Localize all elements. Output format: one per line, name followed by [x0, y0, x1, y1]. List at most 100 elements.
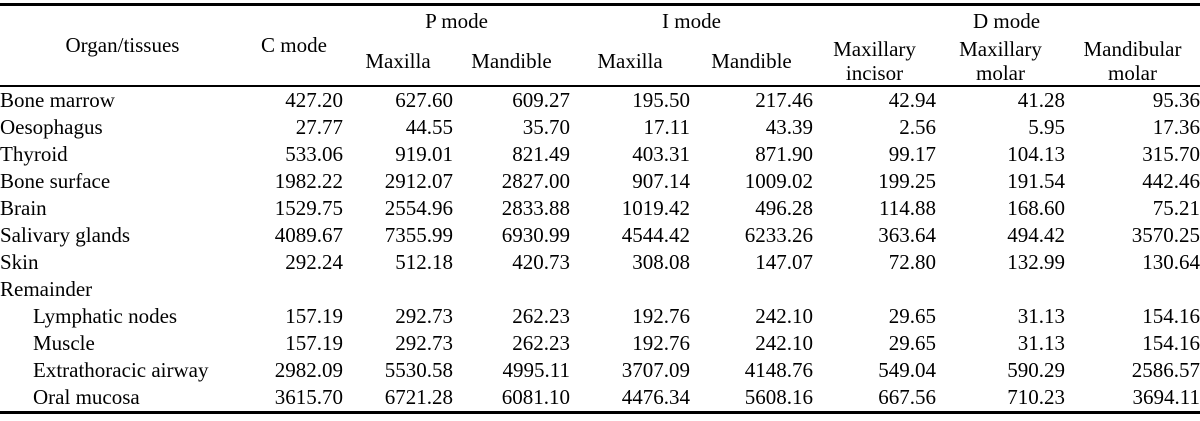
value-cell: 31.13 [1017, 304, 1065, 328]
value-cell: 5.95 [1028, 115, 1065, 139]
value-cell: 17.11 [643, 115, 690, 139]
value-cell: 2554.96 [384, 196, 453, 220]
col-header-c-mode: C mode [245, 4, 343, 87]
value-cell: 4089.67 [274, 223, 343, 247]
value-cell: 420.73 [512, 250, 570, 274]
value-cell: 442.46 [1142, 169, 1200, 193]
header-group-row: Organ/tissues C mode P mode I mode D mod… [0, 4, 1200, 87]
value-cell: 75.21 [1152, 196, 1200, 220]
header-sub-row: Maxilla Mandible Maxilla Mandible Maxill… [0, 36, 1200, 87]
value-cell: 1982.22 [274, 169, 343, 193]
value-cell: 2.56 [899, 115, 936, 139]
organ-label: Thyroid [0, 142, 68, 166]
value-cell: 242.10 [755, 304, 813, 328]
value-cell [570, 276, 690, 303]
value-cell [936, 276, 1065, 303]
value-cell: 292.24 [285, 250, 343, 274]
value-cell: 157.19 [285, 331, 343, 355]
col-header-organ-tissues: Organ/tissues [0, 4, 245, 87]
organ-label: Salivary glands [0, 223, 131, 247]
value-cell: 919.01 [395, 142, 453, 166]
col-group-p-mode: P mode [425, 9, 488, 33]
value-cell: 168.60 [1007, 196, 1065, 220]
value-cell: 44.55 [405, 115, 453, 139]
col-group-i-mode: I mode [662, 9, 721, 33]
value-cell [453, 276, 570, 303]
value-cell: 242.10 [755, 331, 813, 355]
value-cell: 667.56 [878, 385, 936, 409]
value-cell: 496.28 [755, 196, 813, 220]
organ-label: Lymphatic nodes [33, 304, 178, 328]
value-cell: 2912.07 [384, 169, 453, 193]
value-cell: 403.31 [632, 142, 690, 166]
value-cell: 3707.09 [621, 358, 690, 382]
value-cell: 5608.16 [744, 385, 813, 409]
organ-label: Bone marrow [0, 88, 115, 112]
value-cell: 363.64 [878, 223, 936, 247]
value-cell: 315.70 [1142, 142, 1200, 166]
table-body: Bone marrow 427.20 627.60 609.27 195.50 217.4… [0, 86, 1200, 413]
value-cell: 42.94 [888, 88, 936, 112]
col-header-i-maxilla: Maxilla [570, 36, 690, 87]
value-cell: 2586.57 [1131, 358, 1200, 382]
value-cell: 3615.70 [274, 385, 343, 409]
value-cell [813, 276, 936, 303]
value-cell: 292.73 [395, 331, 453, 355]
value-cell: 130.64 [1142, 250, 1200, 274]
organ-label: Skin [0, 250, 39, 274]
value-cell: 1009.02 [744, 169, 813, 193]
value-cell: 590.29 [1007, 358, 1065, 382]
value-cell: 29.65 [888, 331, 936, 355]
table-row: Oral mucosa 3615.70 6721.28 6081.10 4476.34 5… [0, 384, 1200, 413]
col-header-maxillary-molar: Maxillary molar [936, 36, 1065, 87]
value-cell: 4544.42 [621, 223, 690, 247]
col-header-i-mandible: Mandible [690, 36, 813, 87]
value-cell: 262.23 [512, 331, 570, 355]
organ-label: Extrathoracic airway [33, 358, 209, 382]
value-cell: 95.36 [1152, 88, 1200, 112]
value-cell: 104.13 [1007, 142, 1065, 166]
value-cell: 199.25 [878, 169, 936, 193]
value-cell: 43.39 [765, 115, 813, 139]
organ-label: Oral mucosa [33, 385, 140, 409]
value-cell: 262.23 [512, 304, 570, 328]
organ-label: Bone surface [0, 169, 111, 193]
value-cell: 710.23 [1007, 385, 1065, 409]
value-cell: 1529.75 [274, 196, 343, 220]
table-row: Extrathoracic airway 2982.09 5530.58 4995.1… [0, 357, 1200, 384]
value-cell [343, 276, 453, 303]
organ-label: Remainder [0, 277, 93, 301]
col-header-mandibular-molar: Mandibular molar [1065, 36, 1200, 87]
table-row: Lymphatic nodes 157.19 292.73 262.23 192.76 2… [0, 303, 1200, 330]
value-cell: 41.28 [1017, 88, 1065, 112]
organ-label: Oesophagus [0, 115, 103, 139]
table-row: Salivary glands 4089.67 7355.99 6930.99 4544… [0, 222, 1200, 249]
table-row: Skin 292.24 512.18 420.73 308.08 147.07 72.80 1… [0, 249, 1200, 276]
col-header-p-maxilla: Maxilla [343, 36, 453, 87]
value-cell: 154.16 [1142, 304, 1200, 328]
dose-table: Organ/tissues C mode P mode I mode D mod… [0, 3, 1200, 414]
value-cell: 821.49 [512, 142, 570, 166]
value-cell: 4995.11 [502, 358, 570, 382]
value-cell: 147.07 [755, 250, 813, 274]
value-cell: 99.17 [888, 142, 936, 166]
value-cell: 7355.99 [384, 223, 453, 247]
value-cell: 2833.88 [501, 196, 570, 220]
col-header-p-mandible: Mandible [453, 36, 570, 87]
value-cell: 533.06 [285, 142, 343, 166]
value-cell: 72.80 [888, 250, 936, 274]
value-cell: 132.99 [1007, 250, 1065, 274]
value-cell: 3570.25 [1131, 223, 1200, 247]
table-row: Brain 1529.75 2554.96 2833.88 1019.42 496.28 1… [0, 195, 1200, 222]
value-cell: 154.16 [1142, 331, 1200, 355]
value-cell: 2827.00 [501, 169, 570, 193]
table-row: Remainder [0, 276, 1200, 303]
table-row: Bone surface 1982.22 2912.07 2827.00 907.14 1… [0, 168, 1200, 195]
value-cell: 29.65 [888, 304, 936, 328]
value-cell: 549.04 [878, 358, 936, 382]
table-row: Thyroid 533.06 919.01 821.49 403.31 871.90 99.… [0, 141, 1200, 168]
value-cell: 157.19 [285, 304, 343, 328]
table-row: Oesophagus 27.77 44.55 35.70 17.11 43.39 2.56 5… [0, 114, 1200, 141]
value-cell: 609.27 [512, 88, 570, 112]
